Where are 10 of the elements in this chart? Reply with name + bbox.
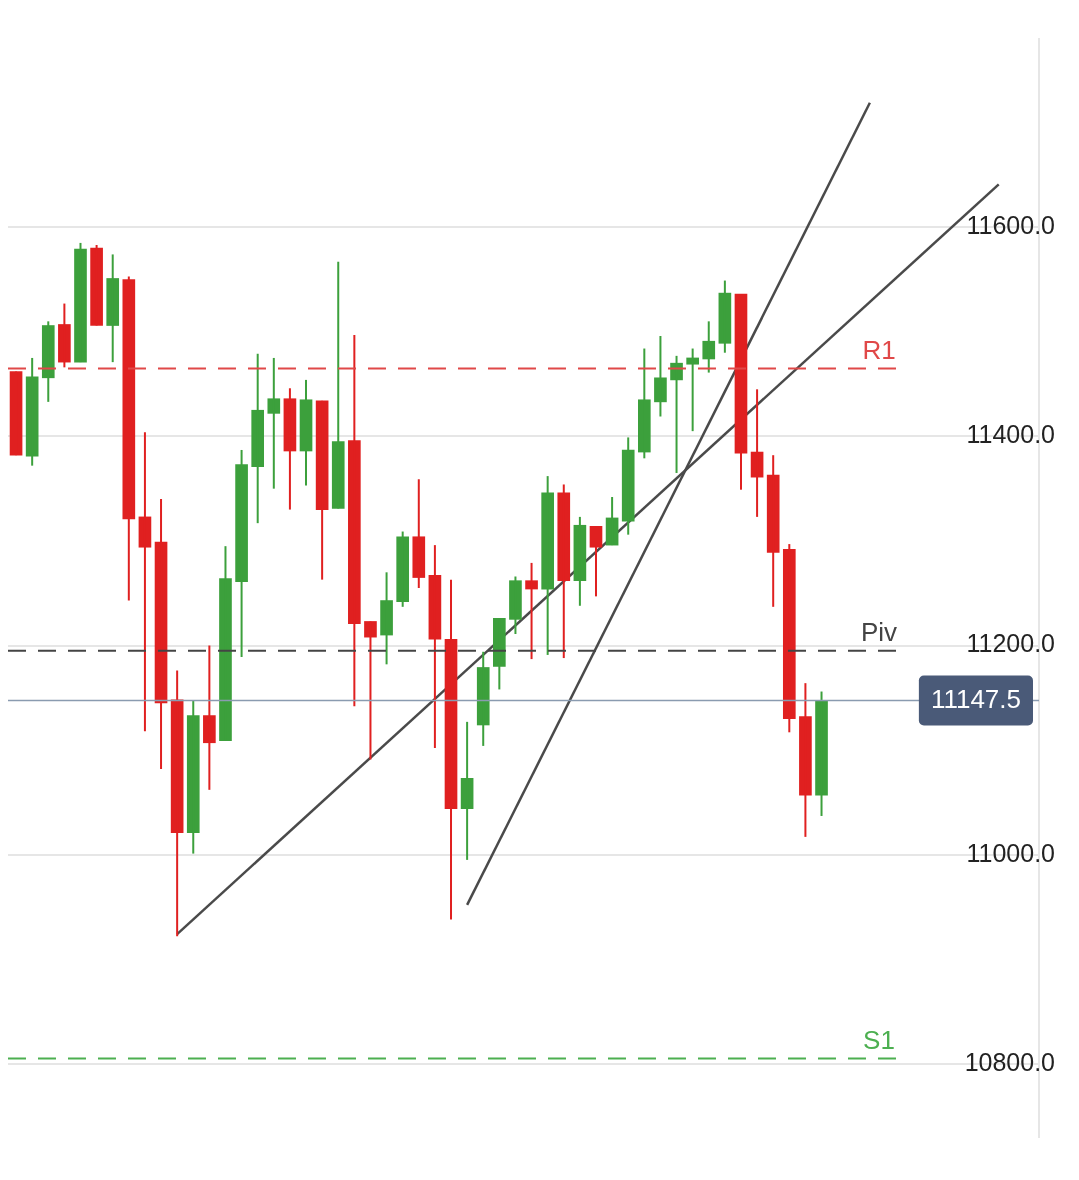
candlestick bbox=[267, 356, 281, 490]
ref-line-label: S1 bbox=[863, 1024, 895, 1055]
ref-line-label: 11147.5 bbox=[930, 683, 1021, 714]
ref-line-label: Piv bbox=[860, 616, 898, 647]
y-tick-label: 10800.0 bbox=[964, 1047, 1055, 1076]
y-tick-label: 11200.0 bbox=[966, 629, 1055, 658]
y-tick-label: 11400.0 bbox=[966, 420, 1055, 449]
ref-line-label: R1 bbox=[862, 334, 896, 365]
y-tick-label: 11000.0 bbox=[966, 838, 1055, 867]
y-tick-label: 11600.0 bbox=[966, 211, 1055, 240]
